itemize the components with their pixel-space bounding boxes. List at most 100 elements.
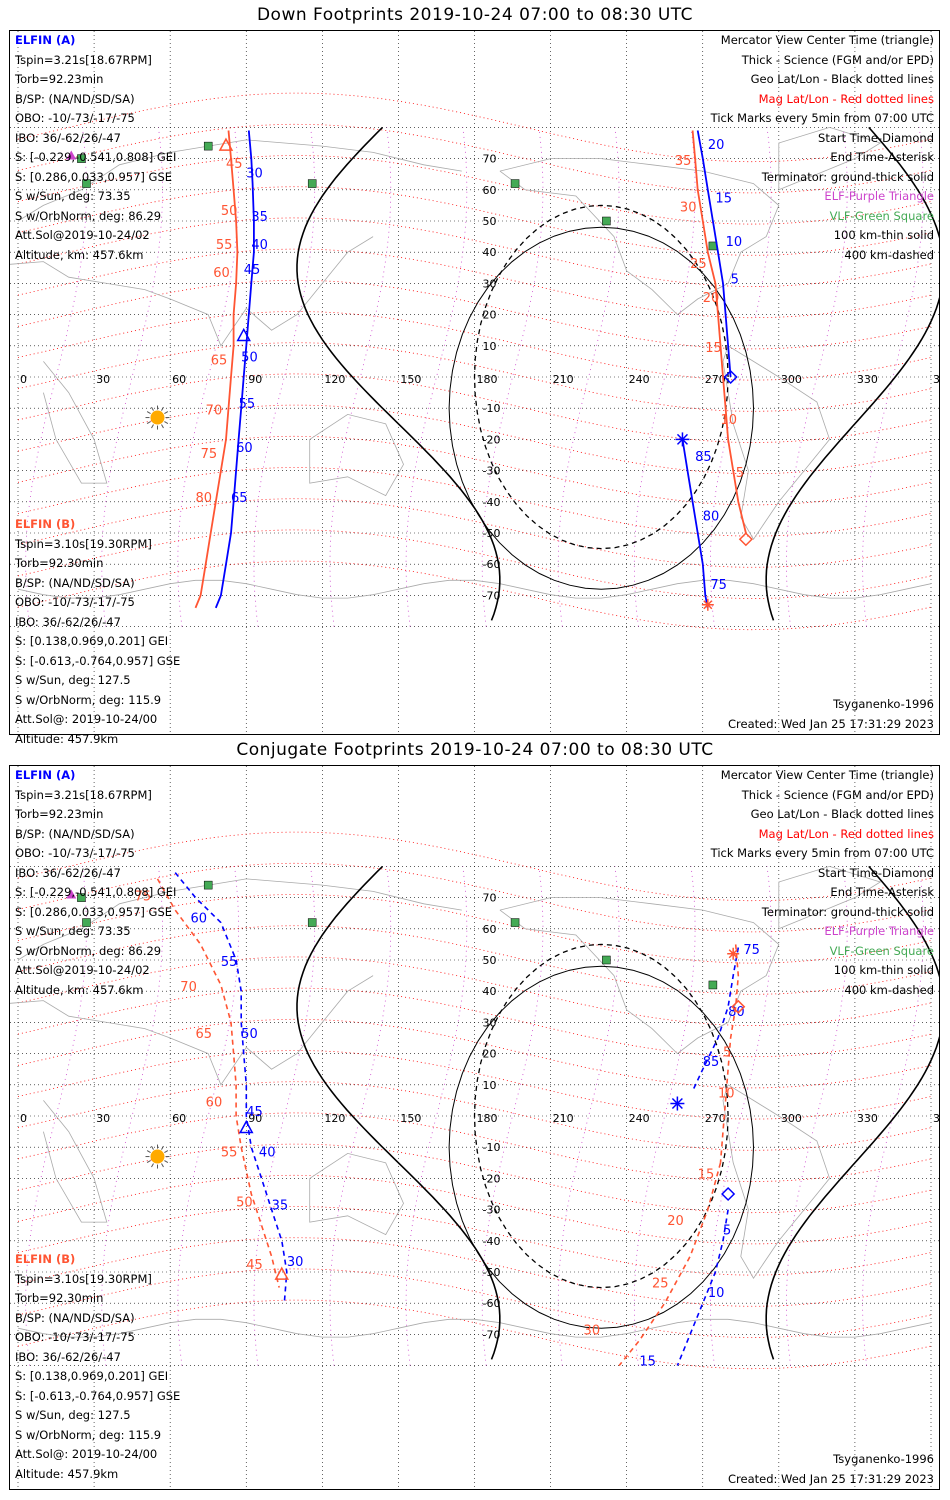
tick-label: 20 [667,1214,684,1229]
sun-ray [161,1145,164,1150]
end-time-asterisk [728,949,738,959]
bottom-map-title: Conjugate Footprints 2019-10-24 07:00 to… [236,740,714,760]
tick-label: 75 [743,943,760,958]
model-label: Tsyganenko-1996 [833,1452,934,1466]
elfin-a-track [691,947,740,1092]
latitude-label: 30 [483,277,497,290]
coastline [778,126,882,191]
latitude-label: -10 [483,1141,501,1154]
legend-line: Mag Lat/Lon - Red dotted lines [758,826,934,841]
tick-label: 30 [287,1255,304,1270]
elfin-b-track [156,878,280,1288]
legend-line: 100 km-thin solid [833,963,934,977]
vlf-station-marker [510,918,520,927]
info-line: OBO: -10/-73/-17/-75 [15,1330,135,1344]
sun-ray [146,1160,151,1163]
start-time-diamond [721,1186,736,1202]
tick-label: 35 [675,154,692,169]
vlf-station-marker [307,179,317,188]
coastline [43,361,108,484]
sun-ray [146,1150,151,1153]
longitude-label: 90 [248,1112,262,1125]
tick-label: 50 [241,1027,258,1042]
longitude-label: 240 [629,373,650,386]
latitude-label: -40 [483,496,501,509]
coastline [309,413,404,497]
longitude-label: 60 [172,373,186,386]
info-line: OBO: -10/-73/-17/-75 [15,595,135,609]
longitude-label: 120 [324,373,345,386]
latitude-label: -40 [483,1235,501,1248]
tick-label: 5 [723,1046,731,1061]
longitude-label: 0 [20,1112,27,1125]
tick-label: 40 [259,1146,276,1161]
tick-label: 75 [201,447,218,462]
vlf-station-marker [307,918,317,927]
tick-label: 55 [221,1146,238,1161]
info-line: Torb=92.30min [15,1291,104,1305]
latitude-label: -60 [483,1297,501,1310]
sun-ray [164,1150,169,1153]
latitude-label: 70 [483,892,497,905]
longitude-label: 180 [477,373,498,386]
tick-label: 25 [690,257,707,272]
spacecraft-name: ELFIN (B) [15,517,76,531]
latitude-label: -20 [483,1172,501,1185]
terminator-line [296,126,501,621]
vlf-station-marker [77,893,86,902]
coastline [499,158,780,316]
tick-label: 75 [710,578,727,593]
elf-station-marker [66,150,77,160]
start-time-diamond [738,532,753,547]
info-line: IBO: 36/-62/26/-47 [15,1349,121,1364]
info-line: S w/OrbNorm, deg: 115.9 [15,692,162,707]
legend-line: Start Time-Diamond [818,865,934,880]
latitude-label: -60 [483,558,501,571]
vlf-station-marker [82,918,91,927]
vlf-station-marker [510,179,520,188]
terminator-line [765,126,939,621]
center-time-triangle [236,327,251,342]
tick-label: 45 [246,1258,263,1273]
conjugate-footprints-map-canvas: 0 30 60 90 120 150 180 210 240 270 300 330 360 70 60 50… [10,766,939,1489]
end-time-asterisk [671,1097,683,1110]
info-line: Torb=92.23min [15,72,104,86]
legend-line: Geo Lat/Lon - Black dotted lines [750,807,934,821]
latitude-label: 20 [483,1048,497,1061]
info-line: Tspin=3.10s[19.30RPM] [15,1271,152,1286]
longitude-label: 150 [400,1112,421,1125]
longitude-label: 0 [20,373,27,386]
sun-ray [161,406,164,411]
info-line: Att.Sol@: 2019-10-24/00 [15,1447,158,1461]
100km-boundary [448,965,754,1329]
coastline [499,897,780,1055]
tick-label: 50 [221,204,238,219]
info-line: S w/OrbNorm, deg: 86.29 [15,943,162,958]
latitude-label: -20 [483,433,501,446]
latitude-label: 10 [483,1079,497,1092]
tick-label: 20 [703,291,720,306]
tick-label: 85 [695,450,712,465]
tick-label: 30 [680,201,697,216]
info-line: S w/Sun, deg: 73.35 [15,924,131,938]
down-footprints-map-canvas: 0 30 60 90 120 150 180 210 240 270 300 330 360 70 60 50… [10,31,939,734]
sun-ray [151,1163,154,1168]
tick-label: 10 [721,413,738,428]
info-line: S: [0.138,0.969,0.201] GEI [15,634,169,648]
latitude-label: 60 [483,923,497,936]
sun-icon [150,1149,165,1164]
vlf-station-marker [203,880,213,890]
tick-label: 65 [231,491,248,506]
longitude-label: 180 [477,1112,498,1125]
tick-label: 60 [213,266,230,281]
latitude-label: 40 [483,985,497,998]
elfin-a-track [696,130,732,378]
longitude-label: 30 [96,373,110,386]
info-line: S: [0.286,0.033,0.957] GSE [15,904,173,919]
start-time-diamond [723,369,738,385]
tick-label: 10 [718,1086,735,1101]
info-line: S w/Sun, deg: 73.35 [15,189,131,203]
legend-line: End Time-Asterisk [830,150,934,164]
legend-block: Mercator View Center Time (triangle) Thic… [711,766,934,1000]
terminator-line [296,865,501,1360]
